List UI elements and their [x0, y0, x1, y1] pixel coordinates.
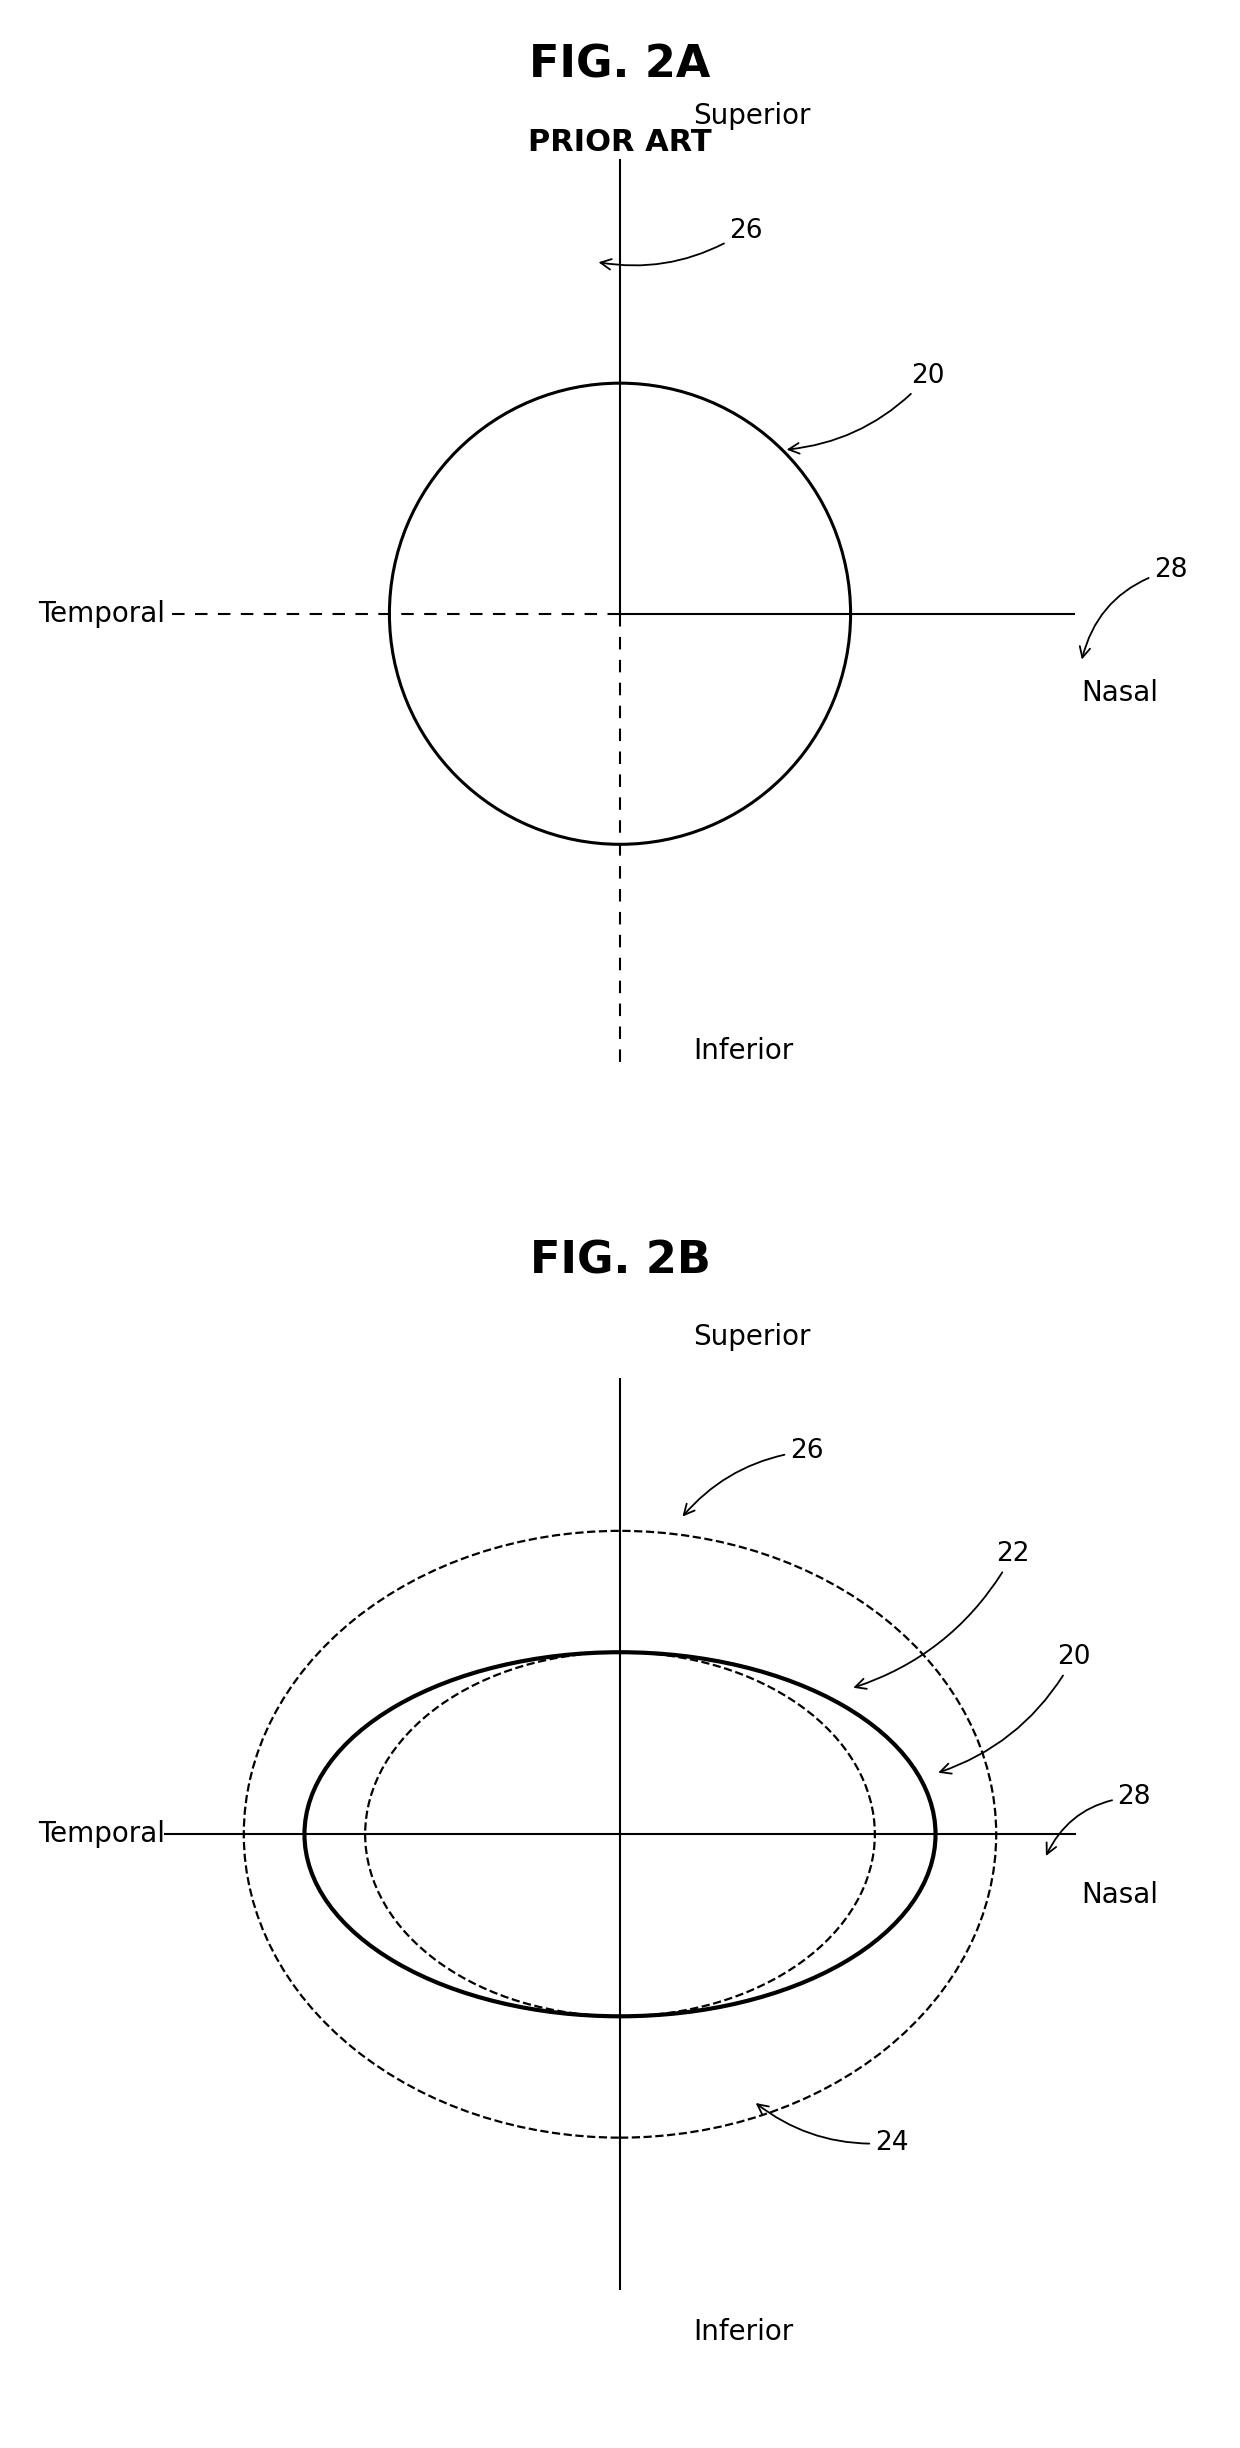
- Text: 24: 24: [758, 2105, 909, 2157]
- Text: FIG. 2B: FIG. 2B: [529, 1239, 711, 1283]
- Text: Temporal: Temporal: [38, 1821, 165, 1848]
- Text: FIG. 2A: FIG. 2A: [529, 44, 711, 86]
- Text: 28: 28: [1080, 558, 1188, 659]
- Text: 28: 28: [1047, 1785, 1151, 1853]
- Text: 20: 20: [789, 362, 945, 453]
- Text: Inferior: Inferior: [693, 1036, 794, 1065]
- Text: 26: 26: [600, 218, 763, 269]
- Text: 26: 26: [683, 1437, 823, 1515]
- Text: Temporal: Temporal: [38, 600, 165, 627]
- Text: Superior: Superior: [693, 103, 810, 130]
- Text: Superior: Superior: [693, 1322, 810, 1351]
- Text: 20: 20: [940, 1645, 1090, 1775]
- Text: Inferior: Inferior: [693, 2318, 794, 2345]
- Text: Nasal: Nasal: [1081, 678, 1158, 707]
- Text: PRIOR ART: PRIOR ART: [528, 127, 712, 157]
- Text: Nasal: Nasal: [1081, 1880, 1158, 1909]
- Text: 22: 22: [856, 1542, 1029, 1689]
